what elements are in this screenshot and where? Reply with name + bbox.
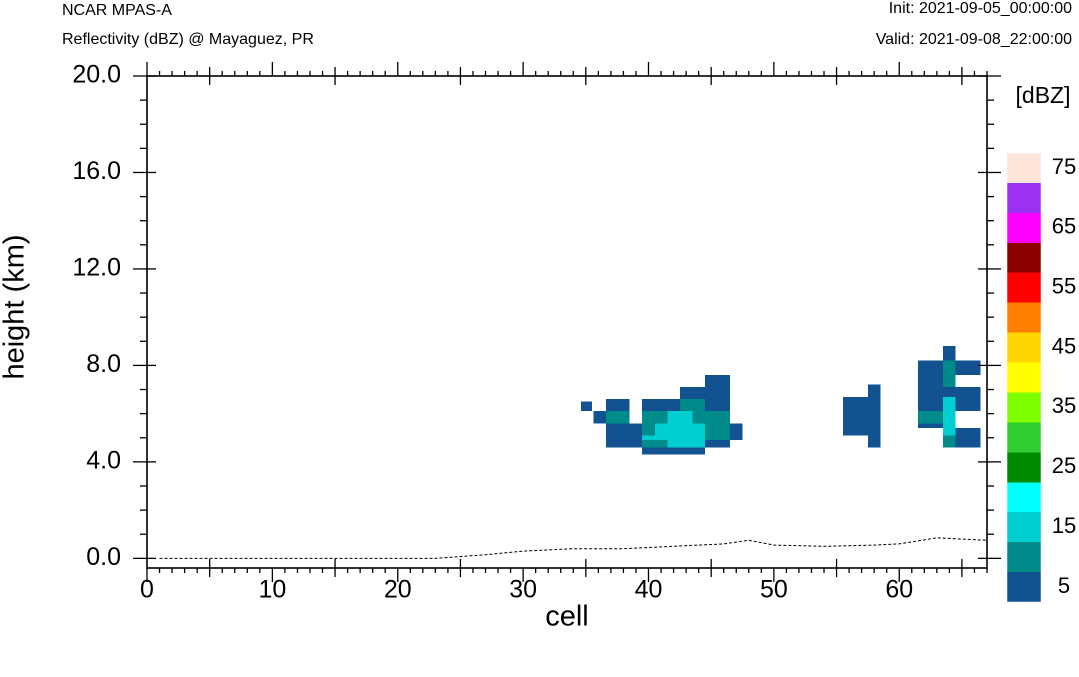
chart-subtitle: Reflectivity (dBZ) @ Mayaguez, PR	[62, 31, 314, 48]
colorbar-label: 15	[1052, 513, 1076, 538]
reflectivity-cell	[918, 423, 944, 429]
y-tick-label: 8.0	[86, 350, 121, 378]
reflectivity-cell	[704, 440, 730, 448]
colorbar-swatch	[1007, 362, 1041, 393]
reflectivity-cells	[580, 346, 981, 455]
y-tick-label: 12.0	[72, 254, 121, 282]
colorbar-swatch	[1007, 572, 1041, 602]
reflectivity-cell	[679, 399, 705, 412]
reflectivity-cell	[704, 411, 730, 424]
reflectivity-cell	[955, 387, 981, 412]
colorbar-frame	[1006, 152, 1042, 603]
reflectivity-cell	[654, 423, 705, 436]
colorbar-swatch	[1007, 332, 1041, 363]
colorbar-swatch	[1007, 242, 1041, 273]
x-tick-label: 40	[635, 576, 663, 604]
reflectivity-cell	[605, 411, 630, 424]
reflectivity-cell	[704, 399, 730, 412]
y-tick-label: 16.0	[72, 157, 121, 185]
colorbar-label: 35	[1052, 393, 1076, 418]
reflectivity-cell	[679, 387, 730, 400]
reflectivity-cell	[642, 435, 668, 441]
reflectivity-cell	[842, 396, 868, 436]
reflectivity-cell	[918, 411, 944, 424]
y-axis-label: height (km)	[0, 234, 31, 379]
init-time: Init: 2021-09-05_00:00:00	[888, 0, 1072, 17]
colorbar-label: 45	[1052, 333, 1076, 358]
reflectivity-cell	[943, 396, 956, 436]
x-tick-label: 10	[258, 576, 286, 604]
terrain-line	[159, 537, 988, 559]
reflectivity-cell	[943, 360, 956, 388]
colorbar-label: 65	[1052, 214, 1076, 239]
reflectivity-cell	[943, 346, 956, 361]
colorbar-swatch	[1007, 302, 1041, 333]
colorbar-label: 25	[1052, 453, 1076, 478]
colorbar-swatch	[1007, 452, 1041, 483]
axis-ticks	[133, 62, 1001, 582]
y-tick-label: 0.0	[86, 543, 121, 571]
reflectivity-cell	[704, 435, 730, 441]
reflectivity-cell	[642, 399, 680, 412]
colorbar-swatch	[1007, 153, 1041, 183]
colorbar-label: 55	[1052, 274, 1076, 299]
colorbar-label: 5	[1058, 573, 1070, 598]
reflectivity-cell	[918, 360, 944, 400]
reflectivity-cell	[729, 423, 743, 441]
colorbar-swatch	[1007, 542, 1041, 573]
x-tick-label: 30	[509, 576, 537, 604]
reflectivity-cell	[642, 411, 668, 424]
colorbar-swatch	[1007, 212, 1041, 243]
x-tick-label: 20	[384, 576, 412, 604]
colorbar: 5 15 25 35 45 55 65 75	[1006, 152, 1076, 603]
reflectivity-cell	[642, 423, 655, 436]
reflectivity-cell	[704, 423, 730, 436]
colorbar-label: 75	[1052, 154, 1076, 179]
colorbar-swatch	[1007, 182, 1041, 213]
reflectivity-cell	[580, 401, 593, 412]
x-tick-label: 50	[760, 576, 788, 604]
colorbar-swatch	[1007, 272, 1041, 303]
reflectivity-cell	[867, 384, 881, 448]
x-axis-label: cell	[545, 601, 589, 633]
reflectivity-cell	[605, 423, 643, 448]
x-tick-label: 0	[140, 576, 154, 604]
colorbar-swatch	[1007, 392, 1041, 423]
reflectivity-cell	[593, 411, 606, 424]
y-tick-label: 4.0	[86, 446, 121, 474]
reflectivity-cell	[692, 411, 705, 424]
colorbar-swatch	[1007, 482, 1041, 513]
valid-time: Valid: 2021-09-08_22:00:00	[875, 31, 1072, 48]
reflectivity-cell	[704, 375, 730, 388]
reflectivity-cell	[943, 387, 956, 397]
reflectivity-cell	[955, 428, 981, 448]
x-tick-label: 60	[885, 576, 913, 604]
reflectivity-cell	[667, 411, 693, 424]
colorbar-swatch	[1007, 512, 1041, 543]
reflectivity-cell	[943, 435, 956, 448]
colorbar-swatch	[1007, 422, 1041, 453]
y-tick-label: 20.0	[72, 61, 121, 89]
reflectivity-cell	[642, 447, 705, 455]
reflectivity-cell	[955, 360, 981, 376]
reflectivity-cell	[605, 399, 630, 412]
reflectivity-cell	[667, 435, 705, 448]
model-name: NCAR MPAS-A	[62, 2, 172, 19]
plot-frame	[146, 75, 988, 569]
colorbar-units: [dBZ]	[1016, 82, 1071, 108]
reflectivity-cell	[918, 399, 944, 412]
reflectivity-cell	[642, 440, 668, 448]
axis-tick-labels: 0 10 20 30 40 50 60 0.0 4.0 8.0 12.0 16.0 20.0	[72, 61, 913, 604]
